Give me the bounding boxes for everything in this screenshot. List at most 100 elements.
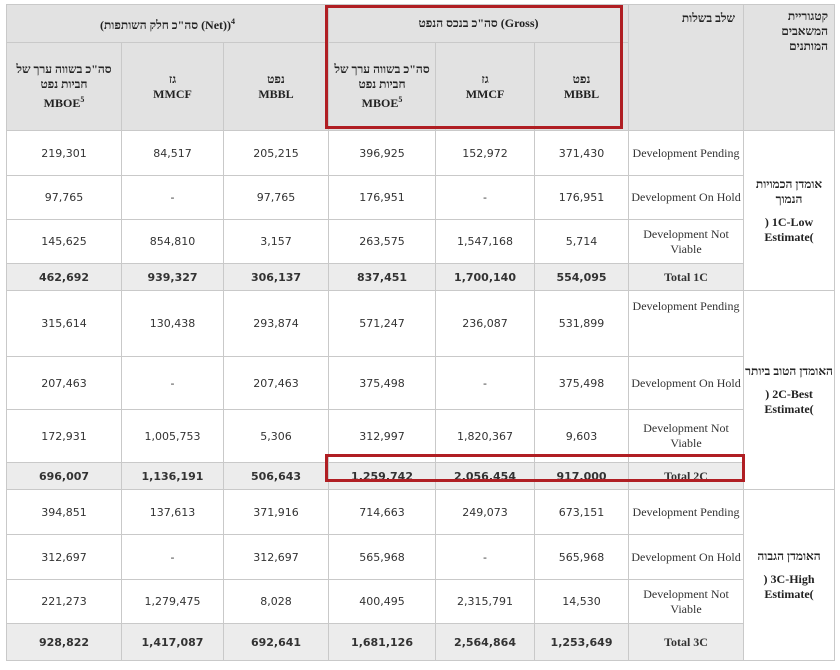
gross-gas-cell: 2,056,454 bbox=[435, 462, 536, 490]
gross-gas-cell: 1,700,140 bbox=[435, 263, 536, 291]
net-oil-header: נפט MBBL bbox=[222, 42, 330, 131]
net-oil-cell: 3,157 bbox=[222, 219, 330, 264]
total-row: 462,692 939,327 306,137 837,451 1,700,14… bbox=[6, 263, 835, 291]
net-boe-cell: 172,931 bbox=[6, 409, 122, 463]
stage-cell: Total 2C bbox=[628, 462, 745, 490]
category-3c-english: ) 3C-High Estimate( bbox=[763, 571, 815, 601]
gross-gas-cell: 1,547,168 bbox=[435, 219, 536, 264]
net-oil-cell: 5,306 bbox=[222, 409, 330, 463]
category-3c-hebrew: האומדן הגבוה bbox=[757, 548, 821, 563]
net-gas-header: גז MMCF bbox=[121, 42, 224, 131]
net-gas-cell: - bbox=[121, 534, 224, 580]
net-boe-cell: 312,697 bbox=[6, 534, 122, 580]
total-row: 696,007 1,136,191 506,643 1,259,742 2,05… bbox=[6, 462, 835, 490]
net-boe-cell: 221,273 bbox=[6, 579, 122, 624]
gross-boe-cell: 375,498 bbox=[328, 356, 437, 410]
category-2c-english: ) 2C-Best Estimate( bbox=[764, 386, 814, 416]
gross-group-header: סה"כ בנכס הנפט (Gross) bbox=[328, 4, 630, 43]
table-row: 207,463 - 207,463 375,498 - 375,498 Deve… bbox=[6, 356, 835, 410]
gross-gas-cell: 152,972 bbox=[435, 130, 536, 176]
gross-oil-cell: 5,714 bbox=[534, 219, 630, 264]
gross-boe-cell: 714,663 bbox=[328, 489, 437, 535]
net-gas-cell: - bbox=[121, 175, 224, 220]
net-gas-cell: 939,327 bbox=[121, 263, 224, 291]
gross-boe-cell: 312,997 bbox=[328, 409, 437, 463]
table-row: 219,301 84,517 205,215 396,925 152,972 3… bbox=[6, 130, 836, 291]
net-oil-cell: 207,463 bbox=[222, 356, 330, 410]
net-boe-cell: 219,301 bbox=[6, 130, 122, 176]
net-oil-cell: 692,641 bbox=[222, 623, 330, 661]
category-header: קטגוריית המשאבים המותנים bbox=[743, 4, 836, 131]
net-boe-cell: 145,625 bbox=[6, 219, 122, 264]
net-gas-cell: 1,279,475 bbox=[121, 579, 224, 624]
net-gas-cell: 1,417,087 bbox=[121, 623, 224, 661]
net-gas-cell: - bbox=[121, 356, 224, 410]
gross-gas-header: גז MMCF bbox=[435, 42, 536, 131]
net-oil-cell: 506,643 bbox=[222, 462, 330, 490]
stage-cell: Development Not Viable bbox=[628, 579, 745, 624]
stage-cell: Development Not Viable bbox=[628, 219, 745, 264]
total-row: 928,822 1,417,087 692,641 1,681,126 2,56… bbox=[6, 623, 835, 661]
gross-boe-cell: 571,247 bbox=[328, 290, 437, 357]
gross-gas-cell: 236,087 bbox=[435, 290, 536, 357]
gross-gas-cell: - bbox=[435, 356, 536, 410]
gross-boe-cell: 837,451 bbox=[328, 263, 437, 291]
gross-oil-cell: 565,968 bbox=[534, 534, 630, 580]
gross-gas-cell: 249,073 bbox=[435, 489, 536, 535]
gross-oil-cell: 531,899 bbox=[534, 290, 630, 357]
net-oil-cell: 8,028 bbox=[222, 579, 330, 624]
gross-oil-cell: 9,603 bbox=[534, 409, 630, 463]
net-gas-cell: 854,810 bbox=[121, 219, 224, 264]
net-gas-cell: 1,005,753 bbox=[121, 409, 224, 463]
table-row: 145,625 854,810 3,157 263,575 1,547,168 … bbox=[6, 219, 835, 264]
table-row: 221,273 1,279,475 8,028 400,495 2,315,79… bbox=[6, 579, 835, 624]
stage-cell: Total 1C bbox=[628, 263, 745, 291]
gross-oil-cell: 371,430 bbox=[534, 130, 630, 176]
stage-cell: Development Pending bbox=[628, 489, 745, 535]
category-1c-hebrew: אומדן הכמויות הנמוך bbox=[755, 176, 823, 206]
resources-table: (סה"כ חלק השותפות (Net))4 סה"כ בנכס הנפט… bbox=[5, 4, 836, 661]
net-oil-cell: 293,874 bbox=[222, 290, 330, 357]
stage-cell: Development Pending bbox=[628, 290, 745, 357]
gross-gas-cell: 1,820,367 bbox=[435, 409, 536, 463]
gross-oil-header: נפט MBBL bbox=[534, 42, 630, 131]
net-group-header: (סה"כ חלק השותפות (Net))4 bbox=[5, 4, 330, 43]
gross-boe-cell: 1,259,742 bbox=[328, 462, 437, 490]
stage-header: שלב בשלות bbox=[628, 4, 745, 131]
net-boe-cell: 696,007 bbox=[6, 462, 122, 490]
table-row: 315,614 130,438 293,874 571,247 236,087 … bbox=[6, 290, 836, 490]
gross-oil-cell: 14,530 bbox=[534, 579, 630, 624]
table-row: 172,931 1,005,753 5,306 312,997 1,820,36… bbox=[6, 409, 835, 463]
gross-gas-cell: - bbox=[435, 175, 536, 220]
stage-cell: Development On Hold bbox=[628, 175, 745, 220]
stage-cell: Development On Hold bbox=[628, 534, 745, 580]
stage-cell: Development Pending bbox=[628, 130, 745, 176]
gross-gas-cell: - bbox=[435, 534, 536, 580]
table-row: 97,765 - 97,765 176,951 - 176,951 Develo… bbox=[6, 175, 835, 220]
category-3c: האומדן הגבוה ) 3C-High Estimate( bbox=[743, 489, 836, 661]
gross-boe-cell: 263,575 bbox=[328, 219, 437, 264]
category-1c: אומדן הכמויות הנמוך ) 1C-Low Estimate( bbox=[743, 130, 836, 291]
stage-cell: Development Not Viable bbox=[628, 409, 745, 463]
net-gas-cell: 137,613 bbox=[121, 489, 224, 535]
gross-gas-cell: 2,315,791 bbox=[435, 579, 536, 624]
gross-boe-cell: 176,951 bbox=[328, 175, 437, 220]
table-row: 394,851 137,613 371,916 714,663 249,073 … bbox=[6, 489, 836, 661]
table-row: 312,697 - 312,697 565,968 - 565,968 Deve… bbox=[6, 534, 835, 580]
net-boe-header: סה"כ בשווה ערך של חביות נפט MBOE5 bbox=[6, 42, 122, 131]
gross-oil-cell: 1,253,649 bbox=[534, 623, 630, 661]
stage-cell: Development On Hold bbox=[628, 356, 745, 410]
net-boe-cell: 462,692 bbox=[6, 263, 122, 291]
gross-oil-cell: 176,951 bbox=[534, 175, 630, 220]
gross-boe-cell: 1,681,126 bbox=[328, 623, 437, 661]
net-boe-cell: 97,765 bbox=[6, 175, 122, 220]
net-boe-cell: 207,463 bbox=[6, 356, 122, 410]
category-1c-english: ) 1C-Low Estimate( bbox=[764, 214, 814, 244]
stage-cell: Total 3C bbox=[628, 623, 745, 661]
net-gas-cell: 84,517 bbox=[121, 130, 224, 176]
net-oil-cell: 371,916 bbox=[222, 489, 330, 535]
category-2c-hebrew: האומדן הטוב ביותר bbox=[745, 363, 833, 378]
gross-boe-header: סה"כ בשווה ערך של חביות נפט MBOE5 bbox=[328, 42, 437, 131]
gross-boe-cell: 400,495 bbox=[328, 579, 437, 624]
gross-oil-cell: 673,151 bbox=[534, 489, 630, 535]
